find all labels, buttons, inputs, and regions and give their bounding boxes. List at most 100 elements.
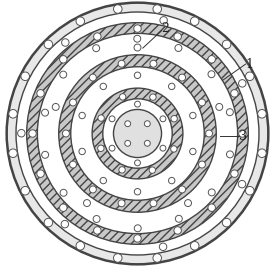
Circle shape (169, 83, 175, 90)
Text: 3: 3 (239, 130, 247, 143)
Circle shape (29, 130, 36, 137)
Circle shape (150, 60, 157, 67)
Circle shape (60, 204, 67, 211)
Circle shape (98, 115, 104, 121)
Circle shape (185, 200, 191, 207)
Circle shape (89, 186, 96, 193)
Circle shape (238, 80, 246, 87)
Circle shape (44, 218, 53, 227)
Circle shape (160, 145, 166, 151)
Circle shape (239, 130, 246, 137)
Circle shape (134, 35, 141, 42)
Circle shape (109, 116, 115, 122)
Circle shape (60, 56, 67, 63)
Circle shape (246, 72, 254, 81)
Circle shape (134, 44, 141, 51)
Circle shape (144, 140, 150, 146)
Circle shape (37, 170, 44, 177)
Circle shape (190, 148, 196, 155)
Circle shape (191, 17, 199, 25)
Circle shape (44, 40, 53, 49)
Circle shape (92, 88, 183, 179)
Circle shape (231, 90, 238, 97)
Circle shape (76, 17, 84, 25)
Circle shape (160, 17, 167, 24)
Circle shape (37, 90, 44, 97)
Circle shape (175, 215, 182, 222)
Circle shape (208, 204, 215, 211)
Circle shape (79, 112, 85, 119)
Circle shape (222, 40, 231, 49)
Circle shape (93, 215, 100, 222)
Circle shape (208, 56, 215, 63)
Circle shape (171, 146, 177, 152)
Circle shape (206, 130, 213, 137)
Circle shape (190, 112, 196, 119)
Circle shape (118, 60, 125, 67)
Circle shape (246, 186, 254, 195)
Circle shape (16, 12, 259, 255)
Circle shape (171, 116, 177, 122)
Circle shape (94, 227, 101, 234)
Circle shape (216, 103, 223, 110)
Circle shape (60, 189, 67, 196)
Text: 2: 2 (162, 22, 169, 34)
Circle shape (114, 109, 161, 158)
Circle shape (60, 71, 67, 78)
Circle shape (134, 160, 141, 166)
Circle shape (153, 5, 161, 13)
Circle shape (62, 39, 69, 46)
Circle shape (179, 186, 186, 193)
Circle shape (134, 72, 141, 78)
Circle shape (222, 218, 231, 227)
Circle shape (100, 83, 106, 90)
Circle shape (125, 121, 131, 127)
Circle shape (159, 243, 167, 250)
Circle shape (7, 3, 268, 264)
Circle shape (52, 103, 59, 110)
Circle shape (18, 129, 25, 137)
Circle shape (21, 186, 29, 195)
Circle shape (42, 151, 49, 158)
Circle shape (174, 33, 182, 40)
Circle shape (258, 149, 266, 158)
Circle shape (9, 109, 17, 118)
Circle shape (174, 227, 182, 234)
Circle shape (100, 177, 106, 184)
Text: 1: 1 (246, 58, 254, 70)
Circle shape (79, 148, 85, 155)
Circle shape (9, 149, 17, 158)
Circle shape (114, 254, 122, 262)
Circle shape (119, 167, 125, 173)
Circle shape (61, 220, 68, 228)
Circle shape (62, 130, 69, 137)
Circle shape (76, 242, 84, 250)
Circle shape (238, 180, 246, 188)
Circle shape (175, 45, 182, 52)
Circle shape (109, 145, 115, 151)
Circle shape (134, 225, 141, 232)
Circle shape (120, 94, 126, 100)
Circle shape (134, 235, 141, 242)
Circle shape (199, 161, 205, 168)
Circle shape (42, 109, 48, 116)
Circle shape (118, 200, 125, 207)
Circle shape (227, 151, 233, 158)
Circle shape (258, 109, 266, 118)
Circle shape (149, 167, 155, 173)
Circle shape (208, 71, 215, 78)
Circle shape (160, 116, 166, 122)
Circle shape (191, 242, 199, 250)
Circle shape (231, 170, 238, 177)
Circle shape (199, 99, 205, 106)
Circle shape (70, 161, 76, 168)
Circle shape (70, 99, 76, 106)
Circle shape (71, 67, 204, 200)
Circle shape (144, 121, 150, 127)
Circle shape (94, 33, 101, 40)
Circle shape (134, 101, 141, 107)
Circle shape (208, 189, 215, 196)
Circle shape (125, 140, 131, 146)
Circle shape (89, 74, 96, 81)
Circle shape (37, 33, 238, 234)
